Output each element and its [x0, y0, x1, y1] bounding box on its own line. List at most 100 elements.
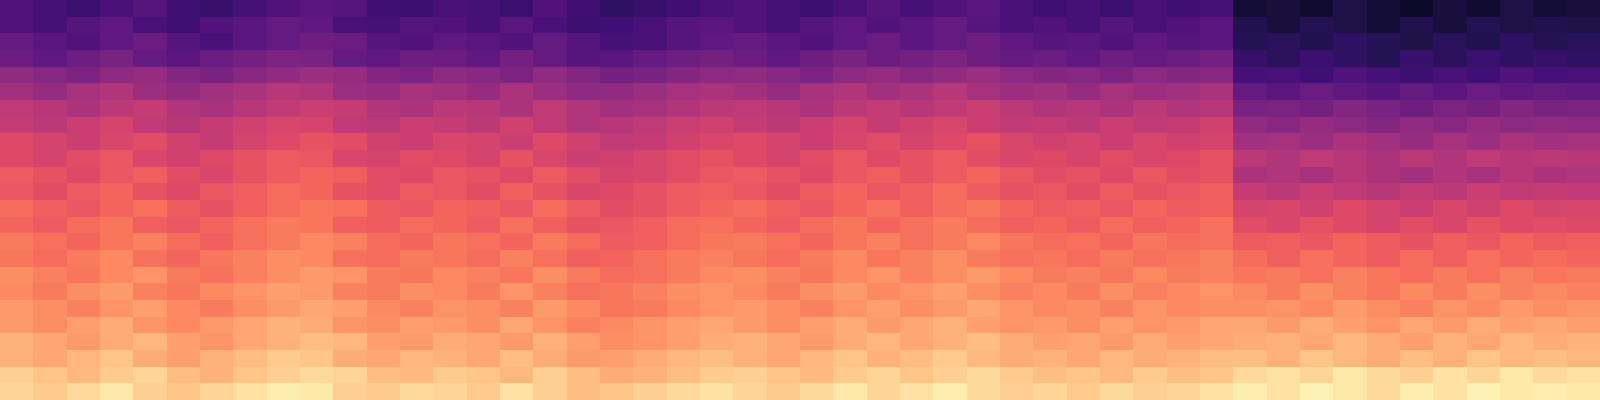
cell [600, 117, 634, 134]
cell [767, 283, 801, 300]
cell [967, 250, 1001, 267]
cell [900, 150, 934, 167]
cell [1167, 200, 1201, 217]
cell [567, 350, 601, 367]
cell [767, 167, 801, 184]
cell [1167, 217, 1201, 234]
cell [1033, 117, 1067, 134]
cell [833, 167, 867, 184]
cell [367, 317, 401, 334]
cell [1033, 367, 1067, 384]
cell [533, 383, 567, 400]
cell [433, 267, 467, 284]
cell [300, 100, 334, 117]
cell [800, 283, 834, 300]
cell [467, 133, 501, 150]
cell [1233, 267, 1267, 284]
cell [667, 367, 701, 384]
cell [1233, 317, 1267, 334]
cell [433, 167, 467, 184]
cell [0, 350, 34, 367]
cell [1433, 283, 1467, 300]
cell [733, 333, 767, 350]
cell [1300, 167, 1334, 184]
cell [667, 267, 701, 284]
cell [200, 233, 234, 250]
cell [533, 250, 567, 267]
cell [400, 317, 434, 334]
cell [1433, 200, 1467, 217]
cell [200, 133, 234, 150]
cell [367, 167, 401, 184]
cell [467, 200, 501, 217]
cell [967, 133, 1001, 150]
cell [900, 33, 934, 50]
cell [200, 67, 234, 84]
cell [567, 383, 601, 400]
cell [767, 200, 801, 217]
cell [333, 117, 367, 134]
cell [167, 350, 201, 367]
cell [1300, 33, 1334, 50]
cell [567, 217, 601, 234]
cell [0, 250, 34, 267]
cell [833, 267, 867, 284]
cell [133, 0, 167, 17]
cell [1367, 0, 1401, 17]
cell [1267, 350, 1301, 367]
cell [367, 367, 401, 384]
cell [233, 100, 267, 117]
cell [600, 50, 634, 67]
cell [33, 117, 67, 134]
cell [1300, 100, 1334, 117]
cell [533, 317, 567, 334]
cell [1067, 217, 1101, 234]
cell [400, 283, 434, 300]
cell [33, 67, 67, 84]
cell [1567, 33, 1600, 50]
cell [167, 267, 201, 284]
cell [33, 200, 67, 217]
cell [633, 250, 667, 267]
cell [1533, 167, 1567, 184]
cell [1233, 33, 1267, 50]
cell [1533, 283, 1567, 300]
cell [533, 133, 567, 150]
cell [167, 383, 201, 400]
cell [400, 150, 434, 167]
cell [1333, 383, 1367, 400]
cell [267, 17, 301, 34]
cell [833, 350, 867, 367]
cell [833, 0, 867, 17]
cell [367, 333, 401, 350]
cell [1167, 67, 1201, 84]
cell [133, 117, 167, 134]
cell [333, 233, 367, 250]
cell [600, 300, 634, 317]
cell [0, 133, 34, 150]
cell [1333, 233, 1367, 250]
cell [700, 150, 734, 167]
cell [1233, 250, 1267, 267]
cell [1533, 100, 1567, 117]
cell [0, 367, 34, 384]
cell [133, 350, 167, 367]
cell [33, 100, 67, 117]
cell [667, 283, 701, 300]
cell [733, 17, 767, 34]
cell [1133, 200, 1167, 217]
cell [133, 67, 167, 84]
cell [1500, 367, 1534, 384]
cell [1200, 367, 1234, 384]
cell [1167, 367, 1201, 384]
cell [1467, 383, 1501, 400]
cell [1100, 317, 1134, 334]
cell [1467, 233, 1501, 250]
cell [900, 133, 934, 150]
cell [733, 67, 767, 84]
cell [1033, 83, 1067, 100]
cell [633, 17, 667, 34]
cell [333, 100, 367, 117]
cell [1333, 200, 1367, 217]
cell [133, 267, 167, 284]
